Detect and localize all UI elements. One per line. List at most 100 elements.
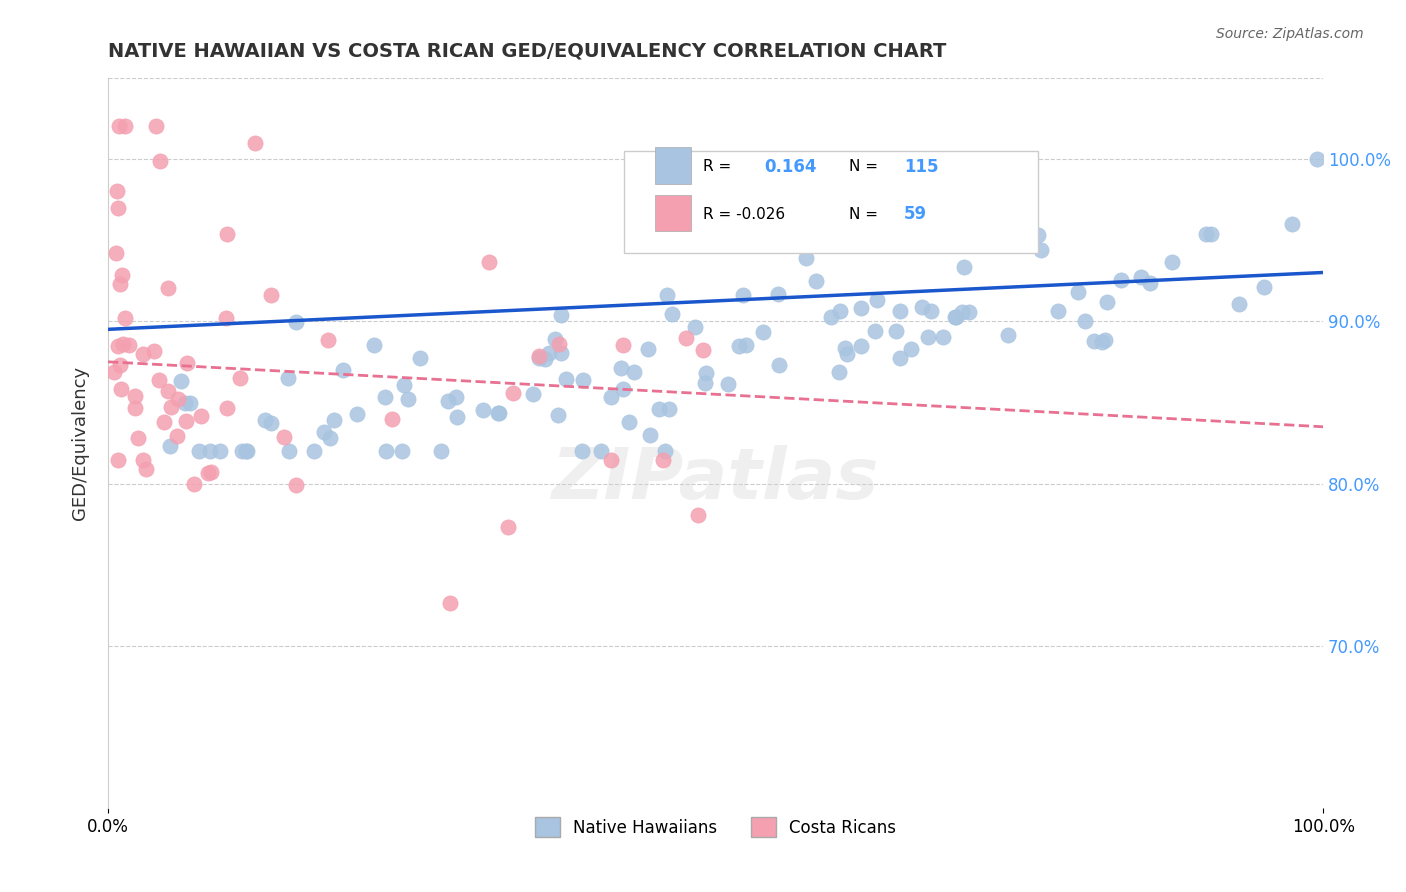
Point [148,373,170,387]
Point [332,363,354,377]
Point [183,477,205,491]
Point [1091,334,1114,349]
Point [229,371,252,385]
Point [166,429,188,443]
Point [118,337,141,351]
Point [1229,297,1251,311]
Point [276,370,298,384]
Point [648,402,671,417]
Point [1253,279,1275,293]
Point [950,305,973,319]
Point [107,453,129,467]
Point [444,391,467,405]
Point [612,382,634,396]
FancyBboxPatch shape [624,151,1038,253]
Point [316,333,339,347]
Point [156,281,179,295]
Point [658,401,681,416]
Point [131,452,153,467]
Point [911,300,934,314]
Point [638,427,661,442]
Point [396,392,419,406]
Point [188,444,211,458]
Point [111,336,134,351]
Point [884,324,907,338]
Point [1094,333,1116,347]
Point [988,208,1011,222]
Point [717,377,740,392]
Point [794,251,817,265]
Point [1109,273,1132,287]
Point [486,406,509,420]
Point [900,343,922,357]
Point [527,349,550,363]
Point [273,430,295,444]
Point [522,387,544,401]
Point [375,444,398,458]
Point [555,371,578,385]
Point [156,384,179,398]
Point [114,120,136,134]
Point [190,409,212,423]
Point [675,331,697,345]
Point [693,376,716,390]
Point [173,395,195,409]
Point [108,277,131,291]
Point [1074,314,1097,328]
Point [768,358,790,372]
Point [254,413,277,427]
Point [472,402,495,417]
Point [322,413,344,427]
Point [550,346,572,360]
Point [998,235,1021,250]
Point [727,339,749,353]
Y-axis label: GED/Equivalency: GED/Equivalency [72,366,89,520]
Point [439,596,461,610]
Point [167,392,190,407]
Point [953,260,976,274]
Point [834,341,856,355]
Point [654,444,676,458]
Point [319,431,342,445]
Point [651,453,673,467]
Point [135,462,157,476]
Point [683,320,706,334]
Point [610,361,633,376]
Point [957,305,980,319]
Point [502,386,524,401]
Point [768,286,790,301]
Text: 0.164: 0.164 [765,158,817,176]
Point [446,410,468,425]
Point [160,401,183,415]
Point [488,406,510,420]
Point [1031,243,1053,257]
Point [731,287,754,301]
Point [127,431,149,445]
Point [527,351,550,365]
Point [124,388,146,402]
Point [215,311,238,326]
Point [612,337,634,351]
Point [752,326,775,340]
Point [600,390,623,404]
Point [430,444,453,458]
Point [1097,295,1119,310]
Point [132,346,155,360]
Point [1201,227,1223,241]
Point [534,351,557,366]
Point [820,310,842,324]
Text: Source: ZipAtlas.com: Source: ZipAtlas.com [1216,27,1364,41]
Point [548,337,571,351]
Point [124,401,146,415]
Point [623,366,645,380]
Point [394,378,416,392]
Point [108,359,131,373]
Point [215,227,238,241]
Point [637,343,659,357]
Point [943,310,966,324]
Point [498,520,520,534]
Point [600,453,623,467]
Point [103,365,125,379]
Point [889,303,911,318]
Point [866,293,889,307]
